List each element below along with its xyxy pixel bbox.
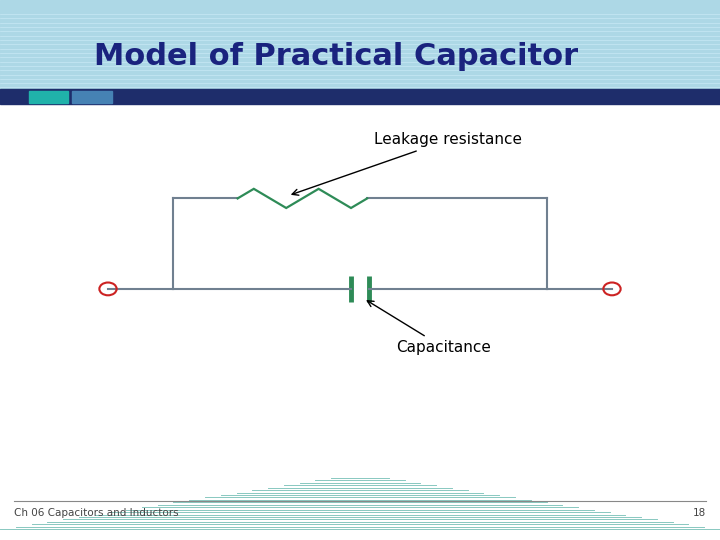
Text: 18: 18 xyxy=(693,508,706,518)
Text: Leakage resistance: Leakage resistance xyxy=(292,132,523,195)
Text: Ch 06 Capacitors and Inductors: Ch 06 Capacitors and Inductors xyxy=(14,508,179,518)
Text: Capacitance: Capacitance xyxy=(367,301,491,355)
Text: Model of Practical Capacitor: Model of Practical Capacitor xyxy=(94,42,577,71)
